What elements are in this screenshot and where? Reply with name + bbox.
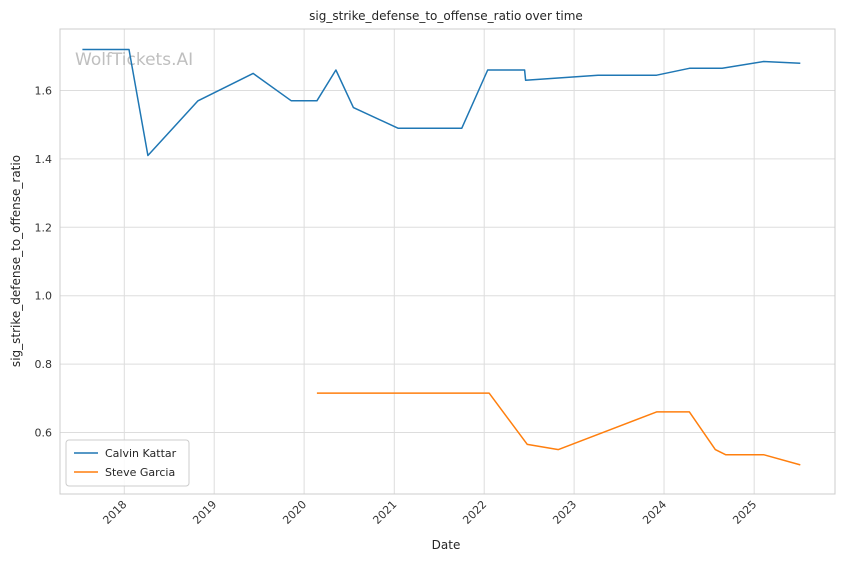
- y-tick-label: 0.6: [35, 426, 53, 439]
- y-tick-label: 1.4: [35, 153, 53, 166]
- y-tick-label: 1.2: [35, 221, 53, 234]
- y-axis-ticks: 0.6 0.8 1.0 1.2 1.4 1.6: [35, 85, 53, 440]
- legend: Calvin Kattar Steve Garcia: [65, 439, 190, 487]
- legend-box: [65, 439, 190, 487]
- series-line-1: [82, 48, 801, 157]
- legend-label: Calvin Kattar: [105, 447, 177, 460]
- series-line-2: [316, 392, 801, 466]
- watermark: WolfTickets.AI: [75, 50, 193, 70]
- plot-frame: [59, 28, 836, 495]
- grid: [60, 29, 835, 494]
- y-tick-label: 0.8: [35, 358, 53, 371]
- x-axis-title: Date: [432, 538, 461, 552]
- chart-title: sig_strike_defense_to_offense_ratio over…: [309, 9, 583, 23]
- y-axis-title: sig_strike_defense_to_offense_ratio: [9, 155, 23, 367]
- series-group: [82, 48, 801, 466]
- y-tick-label: 1.0: [35, 290, 53, 303]
- y-tick-label: 1.6: [35, 85, 53, 98]
- legend-label: Steve Garcia: [105, 466, 175, 479]
